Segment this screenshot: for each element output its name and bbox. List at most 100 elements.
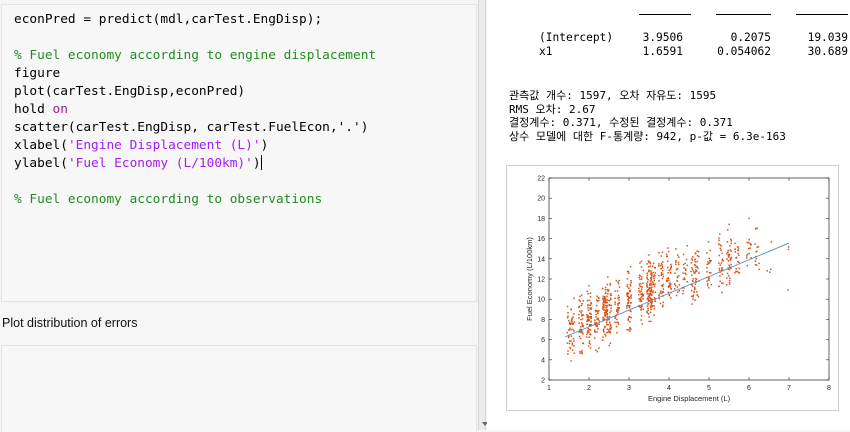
scatter-point [581,324,584,327]
scatter-point [570,308,572,310]
code-editor[interactable]: econPred = predict(mdl,carTest.EngDisp);… [14,11,376,209]
table-header-rule [639,14,691,15]
scatter-point [749,242,751,245]
code-line[interactable] [14,173,376,191]
scatter-point [728,279,731,282]
scatter-point [667,260,669,263]
scatter-point [693,291,696,294]
code-line[interactable]: figure [14,65,376,83]
figure-window[interactable]: 1 2 3 4 5 6 7 8 2 4 6 8 10 12 14 16 18 20 22 Engine Displac… [506,165,839,411]
scroll-down-arrow-icon[interactable] [482,422,488,426]
scatter-point [626,293,628,295]
scatter-point [588,312,591,315]
scatter-point [640,297,642,299]
scatter-point [658,280,660,282]
scatter-point [652,291,654,294]
code-line[interactable]: ylabel('Fuel Economy (L/100km)') [14,155,376,173]
scatter-point [573,297,575,300]
code-line[interactable]: plot(carTest.EngDisp,econPred) [14,83,376,101]
scatter-point [630,310,632,313]
scatter-point [660,290,662,292]
scatter-point [726,241,729,243]
scatter-point [638,290,640,292]
scatter-point [653,305,656,307]
scatter-point [586,320,588,322]
scatter-point [630,297,632,299]
scatter-point [618,299,620,301]
scatter-point [648,294,651,296]
scatter-point [616,306,619,309]
scatter-point [722,282,724,284]
scatter-point [618,279,621,282]
scatter-point [766,270,768,272]
x-tick-label: 5 [707,385,711,392]
scatter-point [630,281,632,284]
scatter-point [595,313,597,316]
code-line[interactable]: scatter(carTest.EngDisp, carTest.FuelEco… [14,119,376,137]
scatter-point [578,322,580,324]
code-line[interactable]: hold on [14,101,376,119]
scatter-point [640,308,642,310]
scatter-point [706,266,708,269]
scatter-point [754,260,757,262]
code-text: figure [14,66,61,81]
scatter-point [606,288,609,291]
scatter-point [646,292,649,295]
scatter-point [651,275,653,277]
scatter-point [602,318,604,320]
code-line[interactable]: xlabel('Engine Displacement (L)') [14,137,376,155]
scatter-point [642,298,644,300]
scatter-point [604,313,606,315]
scatter-point [726,277,728,279]
scatter-point [670,265,672,267]
code-line[interactable]: econPred = predict(mdl,carTest.EngDisp); [14,11,376,29]
scatter-point [720,249,722,251]
scatter-point [617,311,619,313]
scatter-point [747,241,750,244]
scatter-point [652,271,654,274]
empty-code-cell[interactable] [1,345,477,432]
scatter-point [602,306,604,308]
scatter-point [730,238,732,241]
scatter-point [617,309,620,311]
scatter-point [579,328,581,331]
scatter-point [595,299,598,301]
scatter-point [573,352,576,354]
plot-area[interactable] [548,177,830,381]
scatter-point [684,268,687,270]
scatter-point [651,286,653,288]
scatter-point [726,229,729,231]
scatter-point [615,279,618,282]
scatter-point [587,345,590,347]
scatter-point [676,276,679,278]
scatter-point [590,324,592,326]
scatter-point [604,311,606,314]
scatter-point [648,293,650,295]
scatter-point [602,328,605,331]
code-line[interactable]: % Fuel economy according to observations [14,191,376,209]
code-line[interactable]: % Fuel economy according to engine displ… [14,47,376,65]
scatter-point [730,240,733,242]
scatter-point [651,265,654,267]
scatter-point [641,295,643,298]
scatter-point [603,295,606,298]
scatter-point [571,349,574,351]
scatter-point [661,269,664,272]
scatter-point [653,279,656,282]
scatter-point [588,316,590,319]
scatter-point [586,299,589,302]
scatter-point [650,292,652,295]
scatter-point [640,288,643,290]
code-comment: % Fuel economy according to observations [14,192,323,207]
scatter-point [678,289,680,292]
scatter-point [651,302,653,304]
scatter-point [639,300,641,302]
pane-splitter[interactable] [478,0,486,430]
scatter-point [661,265,664,268]
scatter-point [748,217,750,220]
scatter-point [647,260,650,262]
scatter-point [573,313,575,315]
code-cell[interactable]: econPred = predict(mdl,carTest.EngDisp);… [1,4,477,302]
code-line[interactable] [14,29,376,47]
